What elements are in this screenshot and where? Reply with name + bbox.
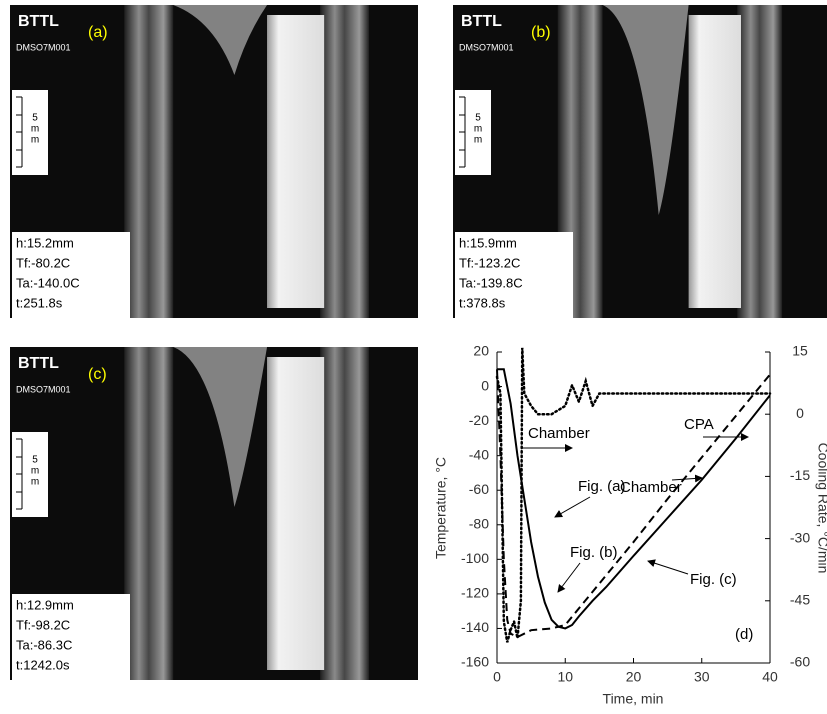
y2-tick-label: 0	[796, 405, 804, 421]
annotation: CPA	[684, 416, 714, 433]
y2-tick-label: -30	[790, 529, 810, 545]
tube-wall	[737, 5, 782, 318]
x-tick-label: 20	[626, 669, 642, 685]
panel-label: (b)	[531, 24, 551, 41]
x-axis-label: Time, min	[603, 691, 664, 707]
tube-wall	[320, 5, 369, 318]
x-tick-label: 30	[694, 669, 710, 685]
scale-text: m	[474, 124, 482, 135]
series-line	[497, 369, 770, 637]
scale-text: m	[31, 466, 39, 477]
scale-text: 5	[475, 113, 481, 124]
tube-wall	[124, 347, 173, 680]
arrow	[558, 563, 580, 592]
arrow	[555, 497, 590, 517]
panel-label: (c)	[88, 366, 107, 383]
scale-text: 5	[32, 455, 38, 466]
figure: BTTL(a)DMSO7M0015mmh:15.2mmTf:-80.2CTa:-…	[0, 0, 827, 709]
y2-tick-label: 15	[792, 343, 808, 359]
photo-panel: BTTL(b)DMSO7M0015mmh:15.9mmTf:-123.2CTa:…	[453, 5, 827, 318]
annotation: (d)	[735, 626, 753, 643]
y2-tick-label: -45	[790, 592, 810, 608]
info-text: Tf:-98.2C	[16, 617, 70, 632]
info-text: Ta:-86.3C	[16, 637, 72, 652]
y-tick-label: -120	[461, 585, 489, 601]
panel-title: BTTL	[18, 13, 59, 30]
y-tick-label: 0	[481, 377, 489, 393]
annotations: Chamber Fig. (a) Fig. (b) Fig. (c) CPA C…	[522, 416, 753, 643]
tube-wall	[320, 347, 369, 680]
chart-d: Time, min Temperature, °C Cooling Rate, …	[433, 343, 827, 707]
y-tick-label: -80	[469, 515, 489, 531]
panel-id: DMSO7M001	[459, 42, 514, 52]
scale-text: m	[31, 124, 39, 135]
y-tick-label: -100	[461, 550, 489, 566]
info-text: Ta:-140.0C	[16, 275, 80, 290]
photo-panel: BTTL(a)DMSO7M0015mmh:15.2mmTf:-80.2CTa:-…	[10, 5, 418, 318]
scale-text: m	[31, 477, 39, 488]
panel-id: DMSO7M001	[16, 384, 71, 394]
info-text: t:1242.0s	[16, 657, 70, 672]
y-tick-label: -140	[461, 619, 489, 635]
y2-tick-label: -60	[790, 654, 810, 670]
y-tick-label: -20	[469, 412, 489, 428]
scale-text: m	[474, 135, 482, 146]
sample-bar	[689, 15, 741, 308]
panel-id: DMSO7M001	[16, 42, 71, 52]
info-text: t:378.8s	[459, 295, 506, 310]
series-line	[497, 369, 770, 628]
x-tick-label: 10	[557, 669, 573, 685]
annotation: Chamber	[528, 425, 590, 442]
annotation: Fig. (a)	[578, 478, 626, 495]
y-tick-label: -160	[461, 654, 489, 670]
tube-wall	[124, 5, 173, 318]
y-tick-label: -40	[469, 446, 489, 462]
info-text: Tf:-123.2C	[459, 255, 520, 270]
annotation: Fig. (b)	[570, 544, 618, 561]
info-text: Ta:-139.8C	[459, 275, 523, 290]
scale-text: m	[31, 135, 39, 146]
info-text: t:251.8s	[16, 295, 63, 310]
panel-title: BTTL	[18, 355, 59, 372]
info-text: h:15.2mm	[16, 235, 74, 250]
y2-axis-label: Cooling Rate, °C/min	[815, 443, 827, 574]
panel-label: (a)	[88, 24, 108, 41]
panel-title: BTTL	[461, 13, 502, 30]
y-axis-label: Temperature, °C	[433, 457, 449, 559]
scale-text: 5	[32, 113, 38, 124]
y-tick-label: 20	[473, 343, 489, 359]
annotation: Fig. (c)	[690, 571, 737, 588]
sample-bar	[267, 15, 324, 308]
y2-tick-label: -15	[790, 467, 810, 483]
arrow	[648, 561, 688, 574]
photo-panel: BTTL(c)DMSO7M0015mmh:12.9mmTf:-98.2CTa:-…	[10, 347, 418, 680]
x-tick-label: 0	[493, 669, 501, 685]
x-tick-label: 40	[762, 669, 778, 685]
y-tick-label: -60	[469, 481, 489, 497]
info-text: h:12.9mm	[16, 597, 74, 612]
annotation: Chamber	[620, 479, 682, 496]
info-text: h:15.9mm	[459, 235, 517, 250]
info-text: Tf:-80.2C	[16, 255, 70, 270]
sample-bar	[267, 357, 324, 670]
